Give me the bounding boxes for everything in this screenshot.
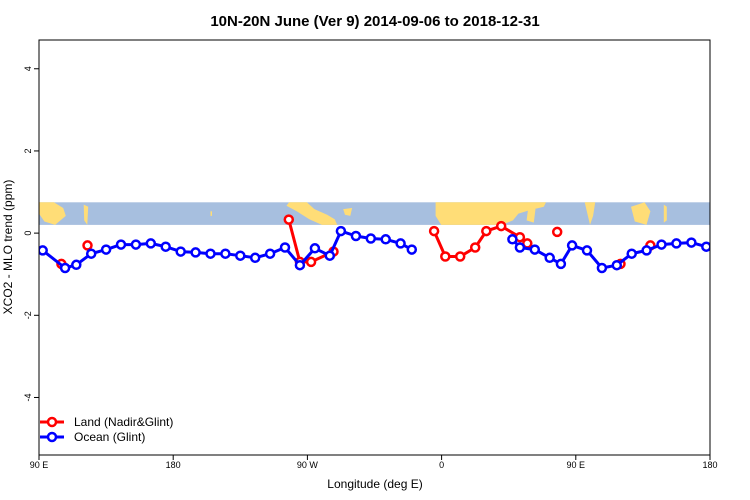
legend-marker-ocean bbox=[46, 431, 58, 443]
data-point-ocean bbox=[190, 247, 201, 258]
data-point-ocean bbox=[395, 238, 406, 249]
data-point-ocean bbox=[249, 252, 261, 264]
data-point-ocean bbox=[71, 259, 82, 271]
data-point-ocean bbox=[115, 239, 127, 250]
data-point-ocean bbox=[380, 234, 391, 245]
data-point-land bbox=[551, 226, 563, 238]
data-point-ocean bbox=[294, 259, 306, 271]
data-point-ocean bbox=[350, 230, 362, 242]
map-land-8 bbox=[584, 202, 596, 225]
x-tick-label: 0 bbox=[439, 460, 444, 470]
y-tick-label: -2 bbox=[23, 311, 33, 319]
y-axis-label: XCO2 - MLO trend (ppm) bbox=[1, 180, 15, 315]
x-tick-label: 90 E bbox=[567, 460, 586, 470]
data-point-land bbox=[495, 220, 507, 232]
data-point-ocean bbox=[59, 262, 71, 274]
series-layer bbox=[39, 214, 710, 274]
data-point-ocean bbox=[175, 246, 186, 257]
data-point-ocean bbox=[529, 244, 541, 255]
data-point-ocean bbox=[656, 239, 667, 250]
data-point-ocean bbox=[264, 248, 276, 259]
data-point-ocean bbox=[100, 244, 112, 255]
x-axis-label: Longitude (deg E) bbox=[327, 477, 422, 491]
data-point-ocean bbox=[335, 225, 347, 237]
legend-label-land: Land (Nadir&Glint) bbox=[74, 415, 173, 429]
map-land-0 bbox=[39, 202, 66, 225]
chart-title: 10N-20N June (Ver 9) 2014-09-06 to 2018-… bbox=[210, 13, 539, 30]
series-land-line-2 bbox=[287, 219, 335, 264]
data-point-ocean bbox=[611, 259, 623, 271]
data-point-ocean bbox=[205, 248, 216, 259]
series-ocean bbox=[39, 225, 710, 274]
data-point-ocean bbox=[514, 242, 526, 253]
plot-frame bbox=[38, 39, 711, 456]
x-tick-label: 90 E bbox=[30, 460, 49, 470]
data-point-land bbox=[283, 214, 295, 225]
data-point-ocean bbox=[85, 248, 97, 259]
data-point-land bbox=[305, 256, 317, 268]
map-land-4 bbox=[343, 208, 353, 216]
data-point-ocean bbox=[235, 250, 246, 261]
y-tick-label: 0 bbox=[23, 231, 33, 236]
data-point-ocean bbox=[544, 252, 555, 264]
map-land-7 bbox=[526, 206, 536, 223]
legend-item-ocean: Ocean (Glint) bbox=[40, 430, 145, 444]
data-point-ocean bbox=[701, 241, 710, 252]
map-land-2 bbox=[210, 211, 212, 216]
y-tick-label: 4 bbox=[23, 66, 33, 71]
data-point-ocean bbox=[279, 242, 291, 253]
data-point-ocean bbox=[507, 234, 518, 245]
legend-label-ocean: Ocean (Glint) bbox=[74, 430, 145, 444]
map-land-9 bbox=[631, 202, 651, 225]
data-point-ocean bbox=[566, 240, 578, 251]
map-land-6 bbox=[435, 202, 546, 225]
map-land-3 bbox=[286, 202, 338, 225]
data-point-ocean bbox=[145, 238, 157, 249]
data-point-land bbox=[481, 225, 492, 237]
data-point-ocean bbox=[220, 248, 231, 259]
data-point-ocean bbox=[130, 239, 142, 250]
map-land-10 bbox=[663, 204, 667, 223]
map-ocean bbox=[39, 202, 710, 225]
data-point-ocean bbox=[671, 238, 682, 249]
legend-item-land: Land (Nadir&Glint) bbox=[40, 415, 173, 429]
legend: Land (Nadir&Glint) Ocean (Glint) bbox=[40, 415, 173, 444]
data-point-ocean bbox=[581, 245, 593, 256]
y-tick-label: 2 bbox=[23, 148, 33, 153]
data-point-ocean bbox=[406, 244, 418, 255]
x-tick-label: 180 bbox=[166, 460, 181, 470]
data-point-land bbox=[440, 251, 451, 262]
data-point-land bbox=[428, 225, 440, 237]
x-tick-label: 90 W bbox=[297, 460, 319, 470]
x-axis: 90 E 180 90 W 0 90 E 180 bbox=[30, 455, 718, 470]
data-point-ocean bbox=[365, 233, 377, 244]
y-axis: -4 -2 0 2 4 bbox=[23, 66, 39, 401]
world-map-band bbox=[39, 202, 710, 225]
data-point-land bbox=[454, 251, 466, 262]
data-point-ocean bbox=[39, 245, 48, 256]
data-point-land bbox=[469, 242, 481, 253]
data-point-ocean bbox=[686, 237, 697, 248]
data-point-ocean bbox=[596, 262, 608, 274]
data-point-land bbox=[82, 240, 93, 251]
legend-marker-land bbox=[46, 416, 58, 428]
data-point-ocean bbox=[160, 241, 171, 252]
data-point-ocean bbox=[555, 258, 567, 270]
data-point-ocean bbox=[641, 245, 652, 256]
x-tick-label: 180 bbox=[702, 460, 717, 470]
data-point-ocean bbox=[626, 248, 637, 259]
data-point-ocean bbox=[324, 250, 336, 261]
map-land-1 bbox=[83, 204, 89, 225]
y-tick-label: -4 bbox=[23, 393, 33, 401]
data-point-ocean bbox=[309, 243, 321, 254]
